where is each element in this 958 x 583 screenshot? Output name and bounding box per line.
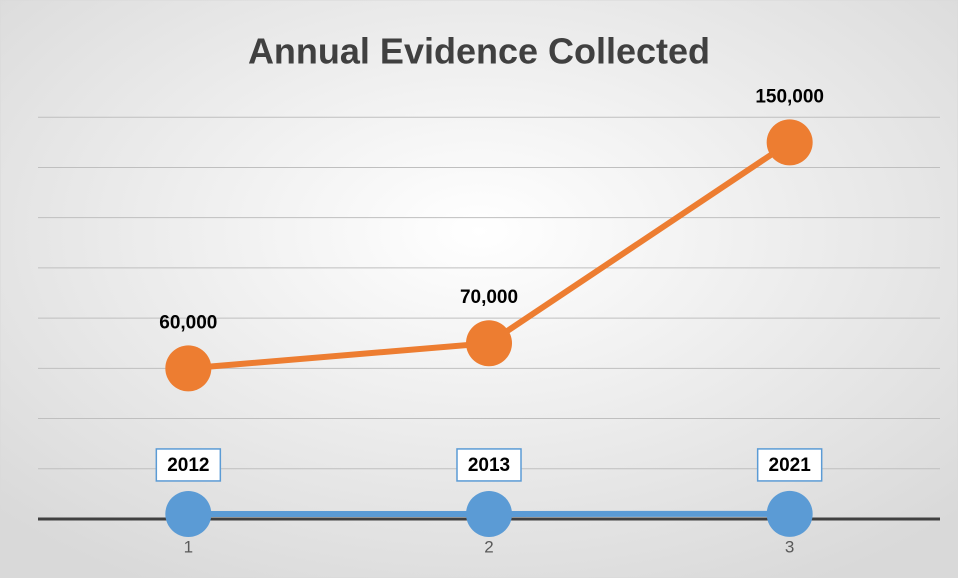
data-point — [165, 345, 211, 391]
data-point — [165, 491, 211, 537]
x-tick-label: 2 — [484, 537, 493, 556]
x-tick-label: 3 — [785, 537, 794, 556]
data-label: 150,000 — [755, 86, 824, 107]
x-tick-label: 1 — [184, 537, 193, 556]
data-label: 60,000 — [159, 312, 217, 333]
data-point — [466, 491, 512, 537]
data-point — [466, 320, 512, 366]
data-point — [767, 491, 813, 537]
data-label: 2021 — [769, 455, 812, 476]
data-label: 2013 — [468, 455, 510, 476]
chart-title: Annual Evidence Collected — [248, 31, 710, 72]
data-point — [767, 119, 813, 165]
data-label: 2012 — [167, 455, 209, 476]
data-label: 70,000 — [460, 287, 518, 308]
